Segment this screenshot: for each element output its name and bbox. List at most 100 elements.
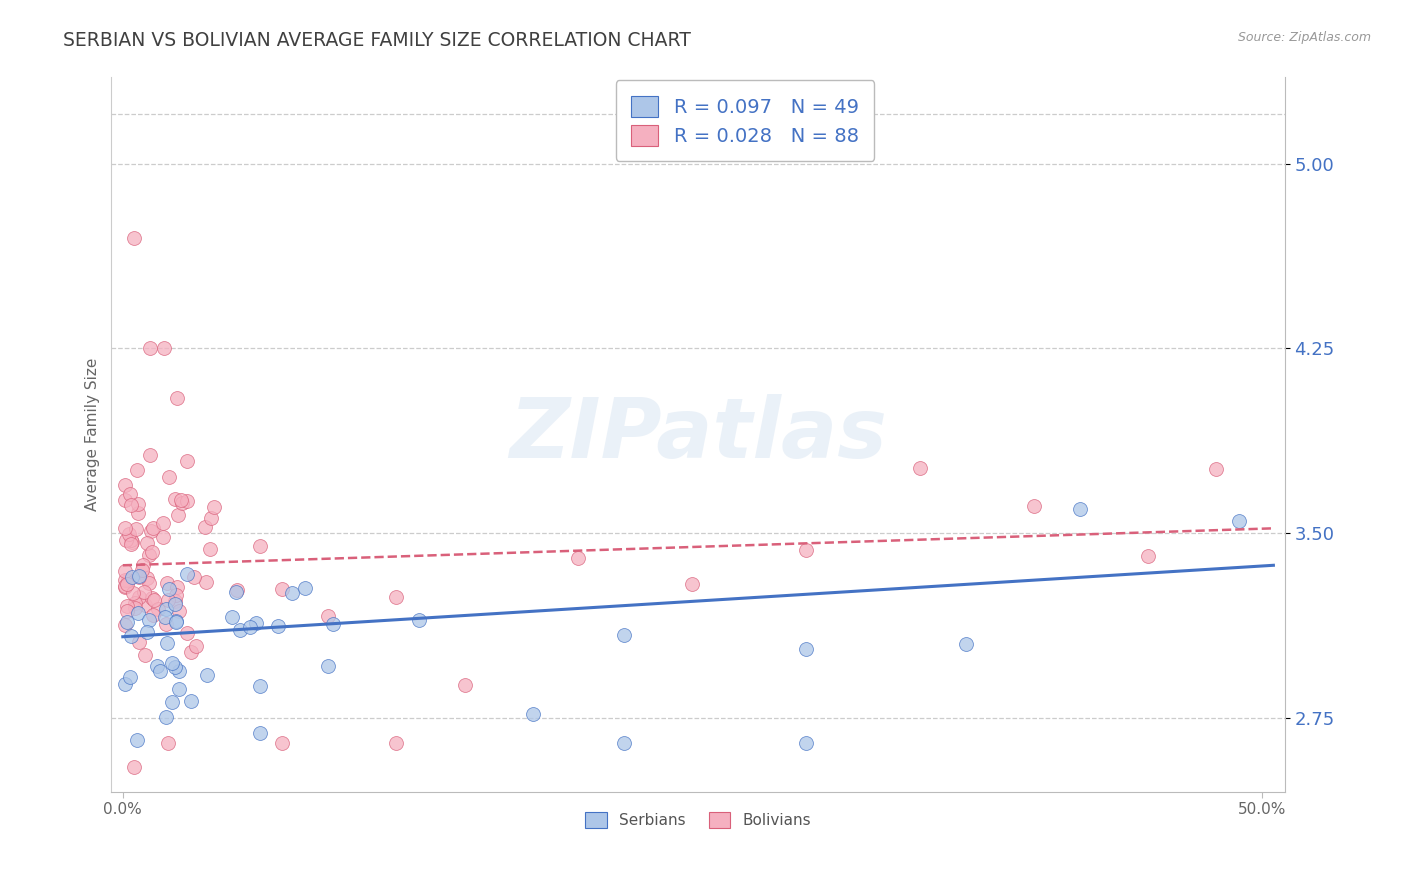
Point xyxy=(176,566,198,581)
Point xyxy=(148,602,170,616)
Point xyxy=(176,493,198,508)
Point xyxy=(131,558,153,573)
Point xyxy=(157,582,180,597)
Point xyxy=(271,582,294,596)
Point xyxy=(1205,461,1227,475)
Point xyxy=(281,585,304,599)
Point xyxy=(180,645,202,659)
Point xyxy=(156,576,179,591)
Point xyxy=(141,545,163,559)
Point xyxy=(146,659,169,673)
Point xyxy=(135,536,157,550)
Point xyxy=(128,590,150,604)
Point xyxy=(139,448,162,462)
Point xyxy=(135,625,157,640)
Point xyxy=(267,619,290,633)
Point xyxy=(385,590,408,604)
Point xyxy=(172,496,194,510)
Point xyxy=(114,477,136,491)
Point xyxy=(794,641,817,656)
Point xyxy=(117,615,139,629)
Point xyxy=(135,571,157,585)
Point xyxy=(910,460,932,475)
Point xyxy=(157,470,180,484)
Point xyxy=(120,629,142,643)
Point xyxy=(152,530,174,544)
Point xyxy=(142,521,165,535)
Point xyxy=(118,487,141,501)
Point xyxy=(139,342,162,356)
Text: SERBIAN VS BOLIVIAN AVERAGE FAMILY SIZE CORRELATION CHART: SERBIAN VS BOLIVIAN AVERAGE FAMILY SIZE … xyxy=(63,31,692,50)
Point xyxy=(125,523,148,537)
Point xyxy=(117,604,139,618)
Point xyxy=(121,569,143,583)
Point xyxy=(114,573,136,587)
Point xyxy=(169,682,191,697)
Point xyxy=(124,596,146,610)
Text: Source: ZipAtlas.com: Source: ZipAtlas.com xyxy=(1237,31,1371,45)
Point xyxy=(169,665,191,679)
Point xyxy=(200,510,222,524)
Point xyxy=(138,575,160,590)
Point xyxy=(183,570,205,584)
Point xyxy=(249,726,271,740)
Point xyxy=(124,600,146,615)
Point xyxy=(176,454,198,468)
Point xyxy=(249,539,271,553)
Point xyxy=(453,677,475,691)
Point xyxy=(180,694,202,708)
Point xyxy=(271,736,294,750)
Point xyxy=(167,605,190,619)
Point xyxy=(160,656,183,670)
Point xyxy=(221,609,243,624)
Point xyxy=(127,506,149,520)
Point xyxy=(245,616,267,631)
Point xyxy=(142,607,165,622)
Point xyxy=(955,637,977,651)
Point xyxy=(149,665,172,679)
Point xyxy=(120,533,142,548)
Point xyxy=(114,564,136,578)
Point xyxy=(127,606,149,620)
Point xyxy=(163,660,186,674)
Point xyxy=(408,613,430,627)
Point xyxy=(163,492,186,507)
Legend: Serbians, Bolivians: Serbians, Bolivians xyxy=(579,805,817,834)
Point xyxy=(198,542,221,557)
Point xyxy=(1069,501,1091,516)
Point xyxy=(166,391,188,405)
Point xyxy=(794,736,817,750)
Point xyxy=(1024,499,1046,513)
Point xyxy=(202,500,225,514)
Point xyxy=(184,639,207,653)
Point xyxy=(138,548,160,562)
Point xyxy=(165,594,187,608)
Point xyxy=(134,598,156,612)
Point xyxy=(114,521,136,535)
Point xyxy=(120,670,142,684)
Point xyxy=(122,760,145,774)
Point xyxy=(120,536,142,550)
Point xyxy=(155,709,177,723)
Point xyxy=(225,584,247,599)
Point xyxy=(141,591,163,605)
Point xyxy=(155,602,177,616)
Point xyxy=(165,597,187,611)
Point xyxy=(122,586,145,600)
Point xyxy=(1227,514,1250,528)
Point xyxy=(128,635,150,649)
Point xyxy=(1137,549,1160,564)
Point xyxy=(567,551,589,566)
Point xyxy=(115,576,138,591)
Point xyxy=(128,569,150,583)
Point xyxy=(165,588,187,602)
Point xyxy=(316,609,339,624)
Point xyxy=(166,508,188,522)
Point xyxy=(165,614,187,628)
Point xyxy=(121,535,143,549)
Point xyxy=(122,230,145,244)
Point xyxy=(117,573,139,587)
Point xyxy=(316,659,339,673)
Point xyxy=(118,526,141,541)
Point xyxy=(127,733,149,747)
